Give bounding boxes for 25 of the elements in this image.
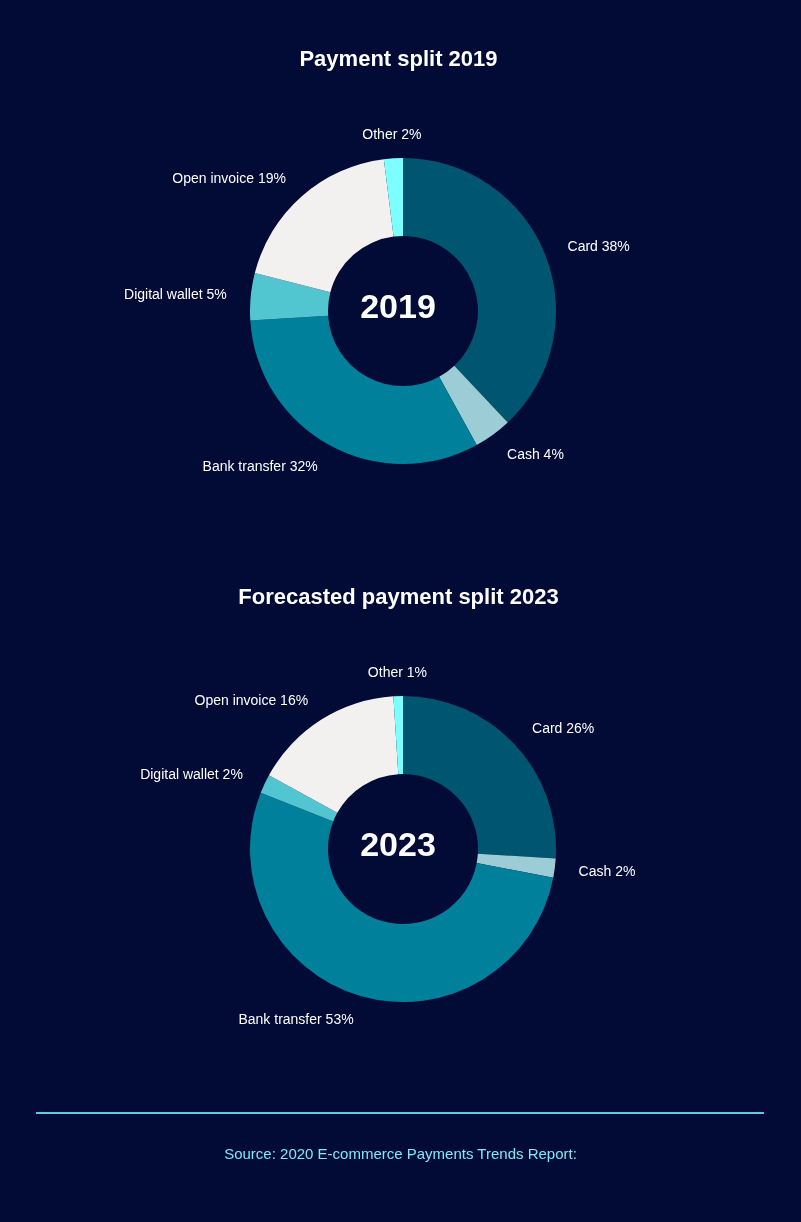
slice-label: Cash 4% bbox=[507, 446, 564, 463]
slice-label: Open invoice 16% bbox=[194, 691, 309, 708]
donut-slice bbox=[476, 853, 556, 878]
donut-slice bbox=[439, 365, 508, 446]
slice-label: Card 26% bbox=[532, 719, 595, 736]
slice-label: Bank transfer 53% bbox=[238, 1010, 354, 1027]
donut-slice bbox=[260, 775, 338, 822]
donut-slice bbox=[250, 272, 331, 321]
slice-label: Bank transfer 32% bbox=[202, 458, 318, 475]
source-note: Source: 2020 E-commerce Payments Trends Report: bbox=[223, 1144, 578, 1164]
slice-label: Card 38% bbox=[567, 237, 630, 254]
text: 2019 bbox=[359, 286, 437, 327]
slice-label: Open invoice 19% bbox=[172, 170, 286, 187]
slice-label: Other 2% bbox=[362, 126, 422, 143]
slice-label: Other 1% bbox=[367, 664, 428, 681]
slice-label: Digital wallet 5% bbox=[124, 286, 227, 303]
text: 2023 bbox=[359, 824, 437, 865]
slice-label: Cash 2% bbox=[578, 863, 636, 880]
chart-title: Forecasted payment split 2023 bbox=[237, 583, 560, 611]
donut-slice bbox=[383, 158, 403, 237]
slice-label: Digital wallet 2% bbox=[140, 765, 243, 782]
donut-slice bbox=[254, 159, 394, 293]
donut-slice bbox=[393, 696, 403, 775]
donut-slice bbox=[250, 792, 554, 1002]
chart-title: Payment split 2019 bbox=[298, 45, 499, 73]
